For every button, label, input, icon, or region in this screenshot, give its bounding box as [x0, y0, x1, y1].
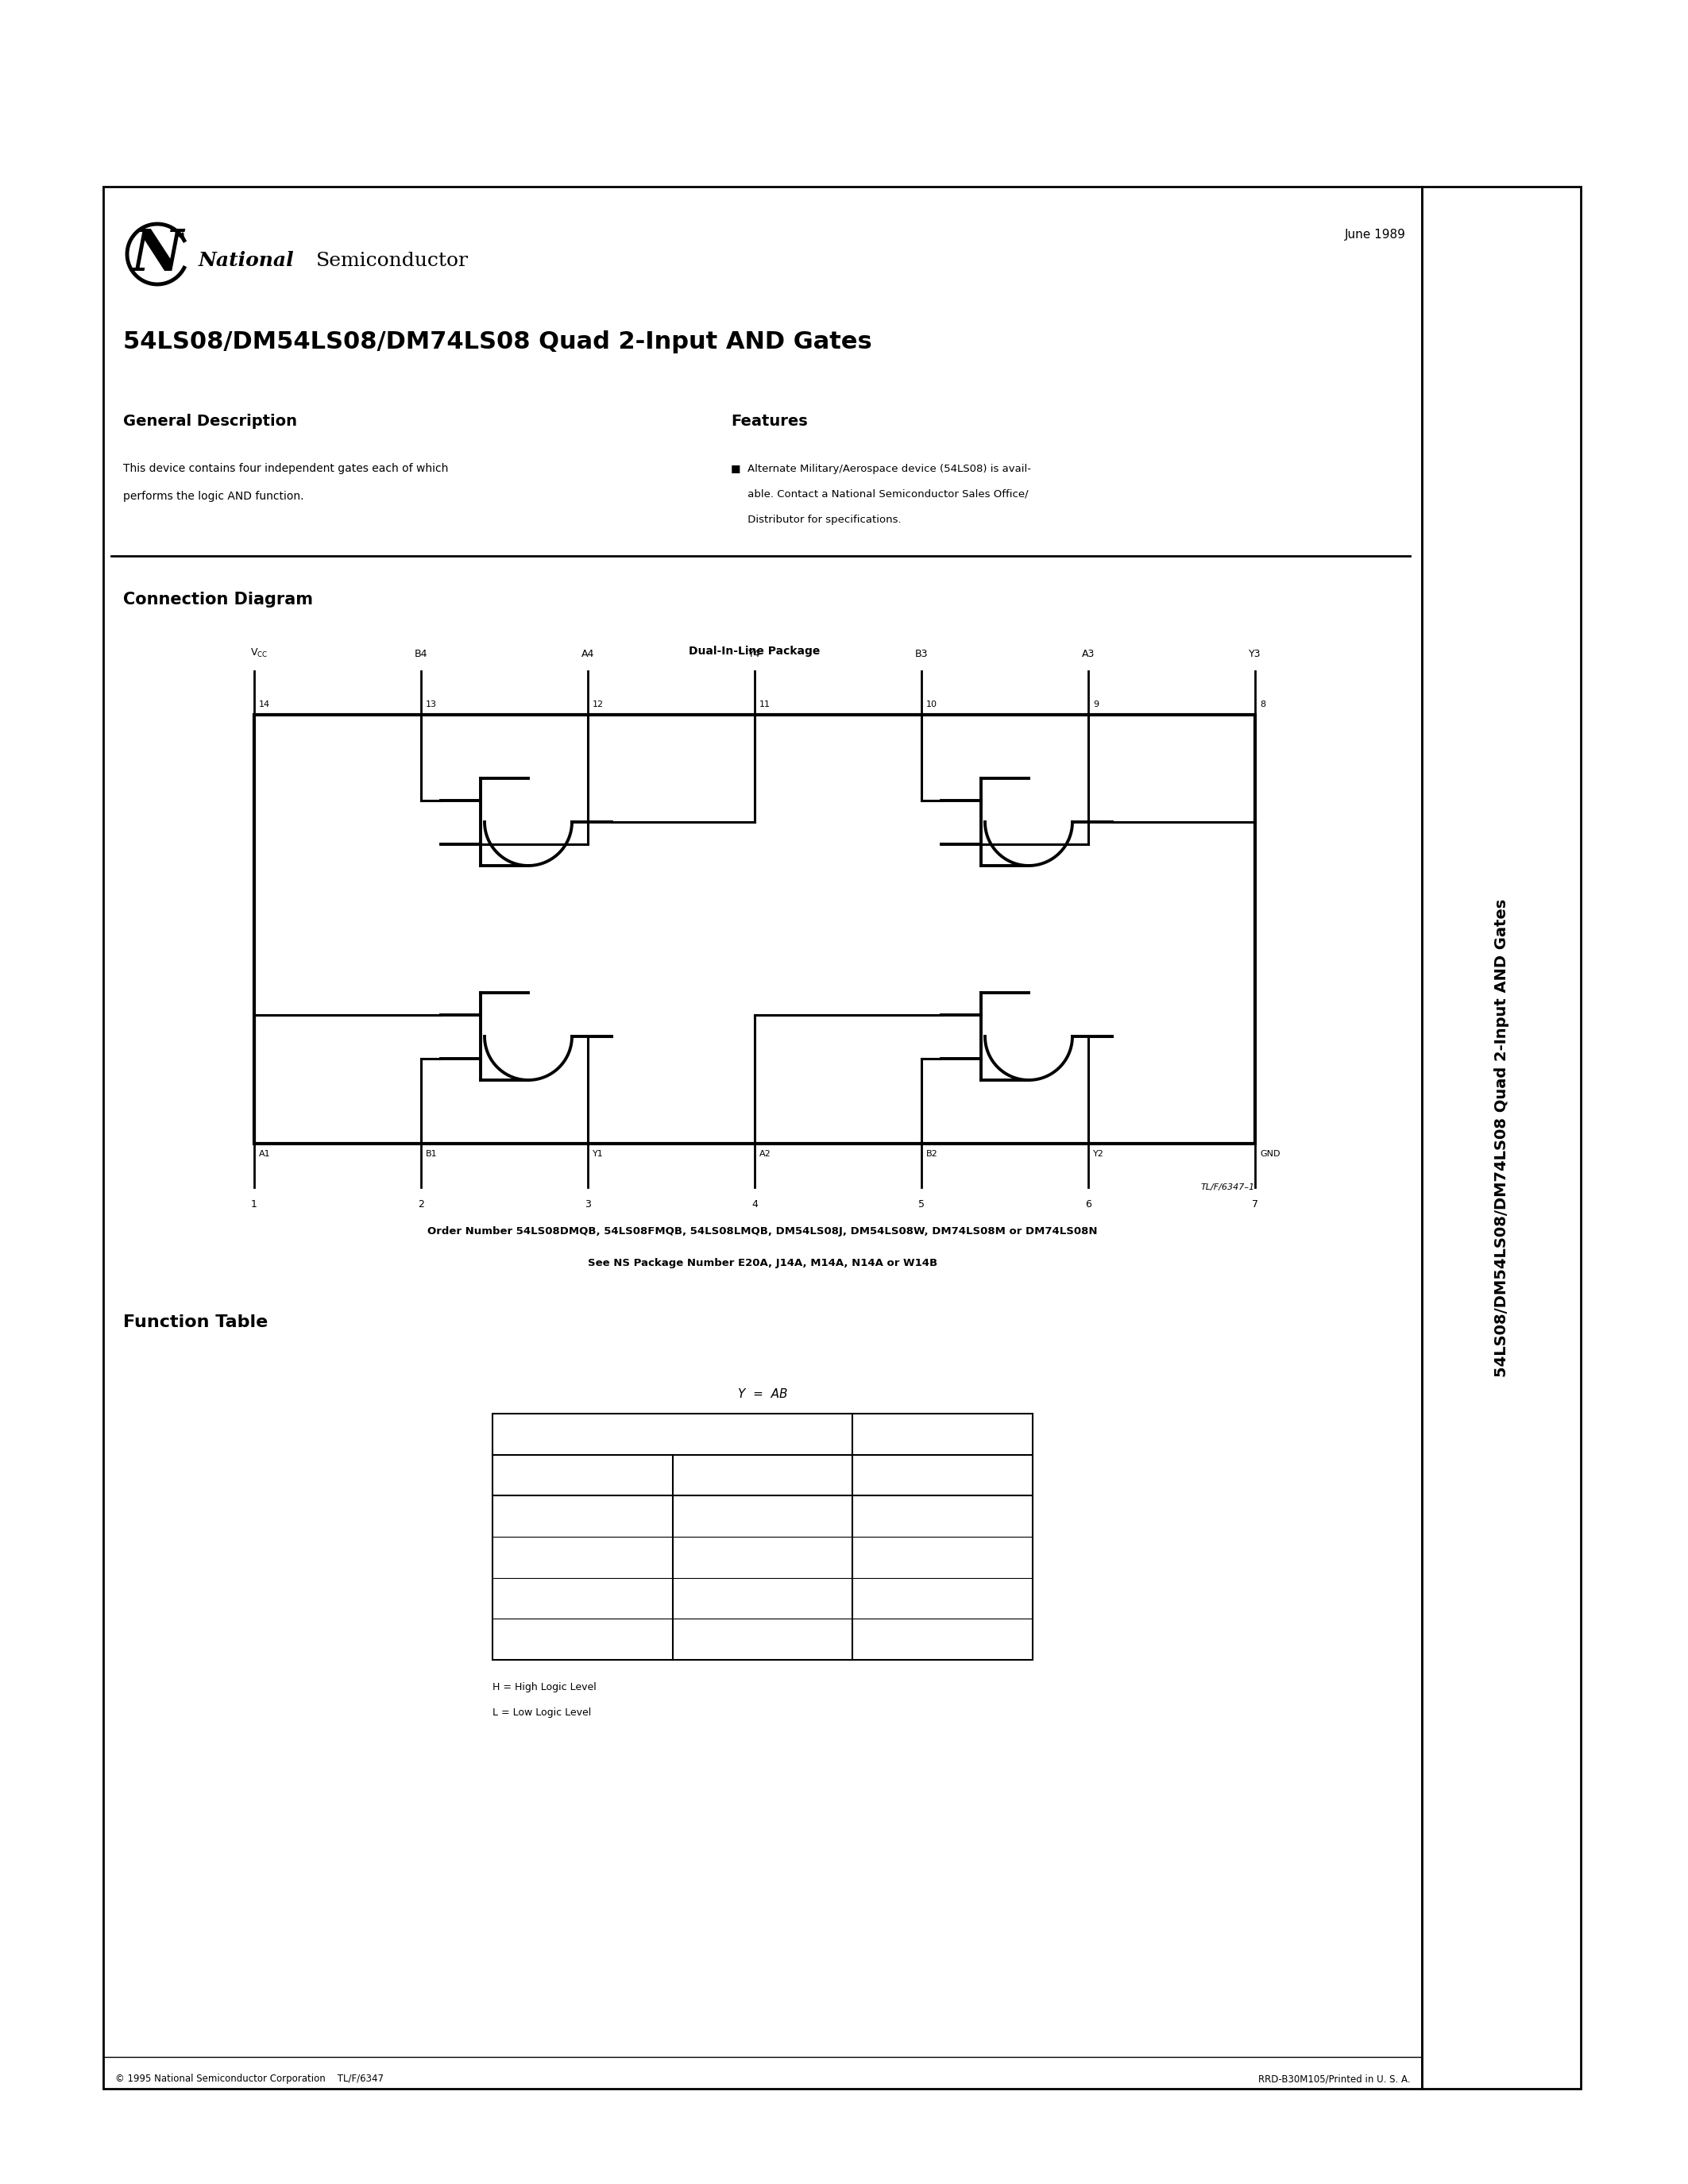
- Text: 1: 1: [252, 1199, 257, 1210]
- Text: A3: A3: [1082, 649, 1096, 660]
- Text: L: L: [760, 1592, 766, 1605]
- Text: Function Table: Function Table: [123, 1315, 268, 1330]
- Text: Y  =  AB: Y = AB: [738, 1387, 787, 1400]
- Text: National: National: [199, 251, 294, 271]
- Text: Inputs: Inputs: [652, 1428, 694, 1439]
- Text: GND: GND: [1259, 1151, 1280, 1158]
- Bar: [103, 186, 1421, 2088]
- Text: 9: 9: [1094, 701, 1099, 708]
- Text: 8: 8: [1259, 701, 1266, 708]
- Text: L = Low Logic Level: L = Low Logic Level: [493, 1708, 591, 1719]
- Bar: [255, 714, 1256, 1144]
- Text: 13: 13: [425, 701, 437, 708]
- Text: A1: A1: [258, 1151, 270, 1158]
- Text: L: L: [579, 1511, 586, 1522]
- Text: H: H: [577, 1592, 587, 1605]
- Bar: [493, 1413, 1033, 1660]
- Text: This device contains four independent gates each of which: This device contains four independent ga…: [123, 463, 449, 474]
- Text: 54LS08/DM54LS08/DM74LS08 Quad 2-Input AND Gates: 54LS08/DM54LS08/DM74LS08 Quad 2-Input AN…: [1494, 898, 1509, 1376]
- Text: Y3: Y3: [1249, 649, 1261, 660]
- Text: 3: 3: [584, 1199, 591, 1210]
- Text: Y4: Y4: [748, 649, 761, 660]
- Text: A: A: [577, 1468, 587, 1483]
- Text: Order Number 54LS08DMQB, 54LS08FMQB, 54LS08LMQB, DM54LS08J, DM54LS08W, DM74LS08M: Order Number 54LS08DMQB, 54LS08FMQB, 54L…: [427, 1225, 1097, 1236]
- Text: 54LS08/DM54LS08/DM74LS08 Quad 2-Input AND Gates: 54LS08/DM54LS08/DM74LS08 Quad 2-Input AN…: [123, 330, 873, 354]
- Text: Semiconductor: Semiconductor: [316, 251, 469, 269]
- Text: 6: 6: [1085, 1199, 1092, 1210]
- Text: Features: Features: [731, 413, 807, 428]
- Text: L: L: [579, 1551, 586, 1564]
- Text: B1: B1: [425, 1151, 437, 1158]
- Text: L: L: [939, 1551, 945, 1564]
- Text: able. Contact a National Semiconductor Sales Office/: able. Contact a National Semiconductor S…: [731, 489, 1028, 500]
- Text: 4: 4: [751, 1199, 758, 1210]
- Text: TL/F/6347–1: TL/F/6347–1: [1200, 1184, 1256, 1190]
- Text: 5: 5: [918, 1199, 925, 1210]
- Text: General Description: General Description: [123, 413, 297, 428]
- Text: B2: B2: [927, 1151, 939, 1158]
- Text: A4: A4: [581, 649, 594, 660]
- Text: H = High Logic Level: H = High Logic Level: [493, 1682, 596, 1693]
- Text: © 1995 National Semiconductor Corporation    TL/F/6347: © 1995 National Semiconductor Corporatio…: [115, 2075, 383, 2084]
- Text: 14: 14: [258, 701, 270, 708]
- Text: Connection Diagram: Connection Diagram: [123, 592, 312, 607]
- Text: A2: A2: [760, 1151, 771, 1158]
- Bar: [1421, 186, 1580, 2088]
- Text: RRD-B30M105/Printed in U. S. A.: RRD-B30M105/Printed in U. S. A.: [1258, 2075, 1409, 2084]
- Text: H: H: [577, 1634, 587, 1645]
- Text: B4: B4: [415, 649, 427, 660]
- Text: Output: Output: [918, 1428, 967, 1439]
- Text: V$_{\mathregular{CC}}$: V$_{\mathregular{CC}}$: [250, 646, 268, 660]
- Text: Y2: Y2: [1094, 1151, 1104, 1158]
- Text: 10: 10: [927, 701, 937, 708]
- Text: Distributor for specifications.: Distributor for specifications.: [731, 513, 901, 524]
- Text: performs the logic AND function.: performs the logic AND function.: [123, 491, 304, 502]
- Text: L: L: [939, 1592, 945, 1605]
- Text: B3: B3: [915, 649, 928, 660]
- Text: H: H: [758, 1551, 766, 1564]
- Text: 2: 2: [419, 1199, 424, 1210]
- Text: L: L: [939, 1511, 945, 1522]
- Text: H: H: [758, 1634, 766, 1645]
- Text: 11: 11: [760, 701, 770, 708]
- Text: L: L: [760, 1511, 766, 1522]
- Text: Y1: Y1: [592, 1151, 604, 1158]
- Text: H: H: [939, 1634, 947, 1645]
- Text: See NS Package Number E20A, J14A, M14A, N14A or W14B: See NS Package Number E20A, J14A, M14A, …: [587, 1258, 937, 1269]
- Text: June 1989: June 1989: [1345, 229, 1406, 240]
- Text: N: N: [132, 225, 184, 282]
- Text: Dual-In-Line Package: Dual-In-Line Package: [689, 646, 820, 657]
- Text: 12: 12: [592, 701, 604, 708]
- Text: 7: 7: [1252, 1199, 1258, 1210]
- Text: ■  Alternate Military/Aerospace device (54LS08) is avail-: ■ Alternate Military/Aerospace device (5…: [731, 463, 1031, 474]
- Text: Y: Y: [939, 1468, 947, 1483]
- Text: B: B: [758, 1468, 768, 1483]
